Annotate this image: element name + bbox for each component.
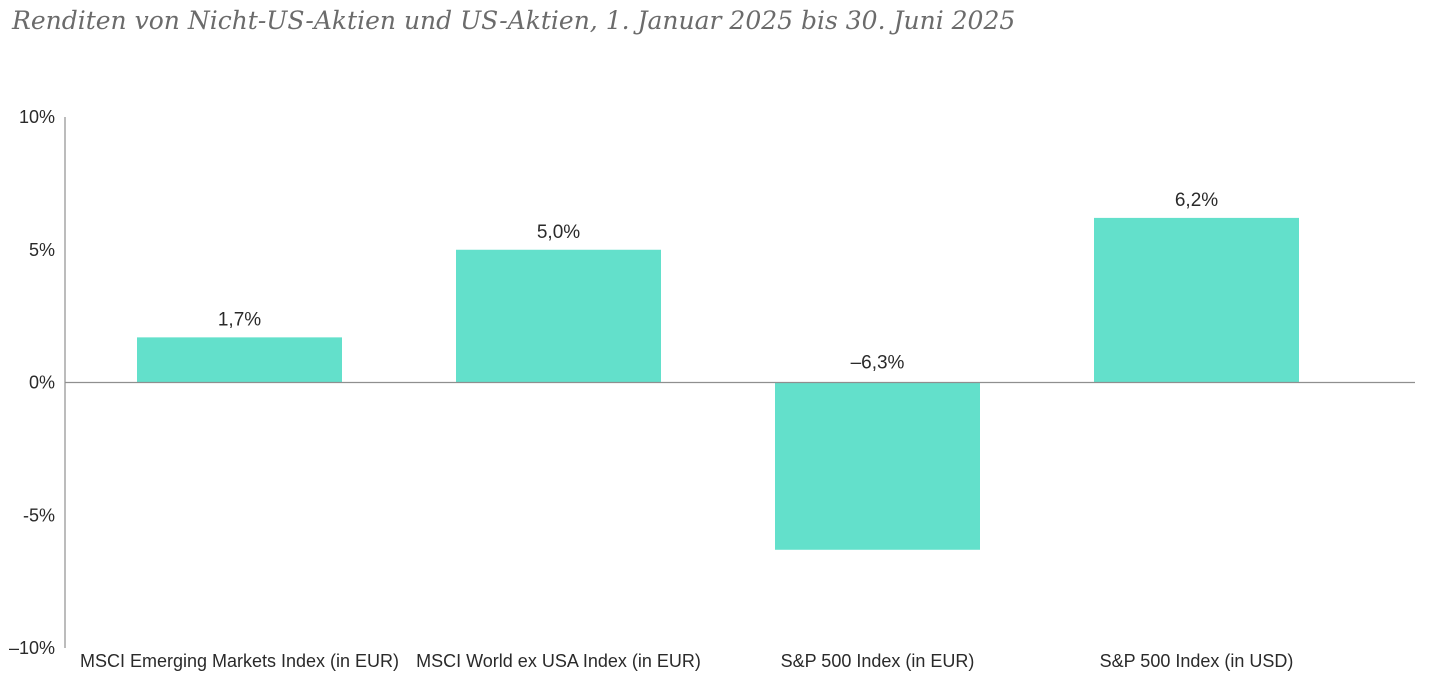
category-labels: MSCI Emerging Markets Index (in EUR) MSCI…: [80, 651, 1293, 671]
bar: [1094, 217, 1299, 383]
chart-title: Renditen von Nicht-US-Aktien und US-Akti…: [12, 6, 1016, 35]
bar: [137, 337, 342, 383]
category-label: MSCI World ex USA Index (in EUR): [416, 651, 701, 671]
category-label: S&P 500 Index (in EUR): [781, 651, 975, 671]
y-tick-label: 5%: [29, 240, 55, 260]
bar-value-label: –6,3%: [851, 353, 905, 374]
category-label: MSCI Emerging Markets Index (in EUR): [80, 651, 399, 671]
y-tick-label: –10%: [9, 638, 55, 658]
bar: [775, 382, 980, 550]
y-axis-ticks: 10% 5% 0% -5% –10%: [9, 107, 55, 658]
bar-value-label: 6,2%: [1175, 190, 1218, 211]
data-labels: 1,7% 5,0% –6,3% 6,2%: [218, 190, 1218, 374]
category-label: S&P 500 Index (in USD): [1100, 651, 1294, 671]
axes: [64, 117, 1415, 648]
y-tick-label: 0%: [29, 373, 55, 393]
y-tick-label: 10%: [19, 107, 55, 127]
y-tick-label: -5%: [23, 505, 55, 525]
bar-value-label: 5,0%: [537, 222, 580, 243]
bar-value-label: 1,7%: [218, 309, 261, 330]
bars: [137, 217, 1299, 550]
bar: [456, 249, 661, 383]
